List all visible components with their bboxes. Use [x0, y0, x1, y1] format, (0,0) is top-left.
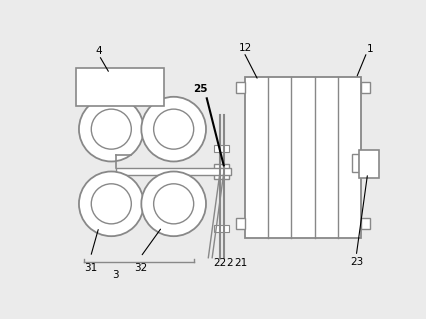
Circle shape — [154, 184, 194, 224]
Text: 21: 21 — [234, 258, 247, 268]
Text: 23: 23 — [350, 256, 363, 267]
Text: 12: 12 — [239, 42, 252, 53]
Bar — [245, 77, 361, 239]
Bar — [116, 168, 231, 175]
Bar — [361, 219, 370, 229]
Circle shape — [218, 168, 225, 174]
Circle shape — [91, 109, 131, 149]
Text: 2: 2 — [227, 258, 233, 268]
Bar — [214, 145, 229, 152]
Circle shape — [91, 184, 131, 224]
Bar — [214, 225, 229, 232]
Text: 25: 25 — [193, 84, 208, 94]
Bar — [351, 154, 359, 172]
Circle shape — [141, 172, 206, 236]
Circle shape — [79, 172, 144, 236]
Circle shape — [154, 109, 194, 149]
Text: 4: 4 — [96, 46, 102, 56]
Bar — [214, 164, 229, 179]
Text: 22: 22 — [213, 258, 227, 268]
Text: 32: 32 — [134, 263, 147, 273]
Text: 1: 1 — [367, 44, 373, 54]
Circle shape — [141, 97, 206, 161]
Bar — [359, 150, 379, 178]
Circle shape — [79, 97, 144, 161]
Bar — [76, 68, 164, 106]
Bar — [361, 82, 370, 93]
Text: 31: 31 — [84, 263, 97, 273]
Text: 3: 3 — [112, 271, 119, 280]
Bar — [236, 82, 245, 93]
Bar — [236, 219, 245, 229]
